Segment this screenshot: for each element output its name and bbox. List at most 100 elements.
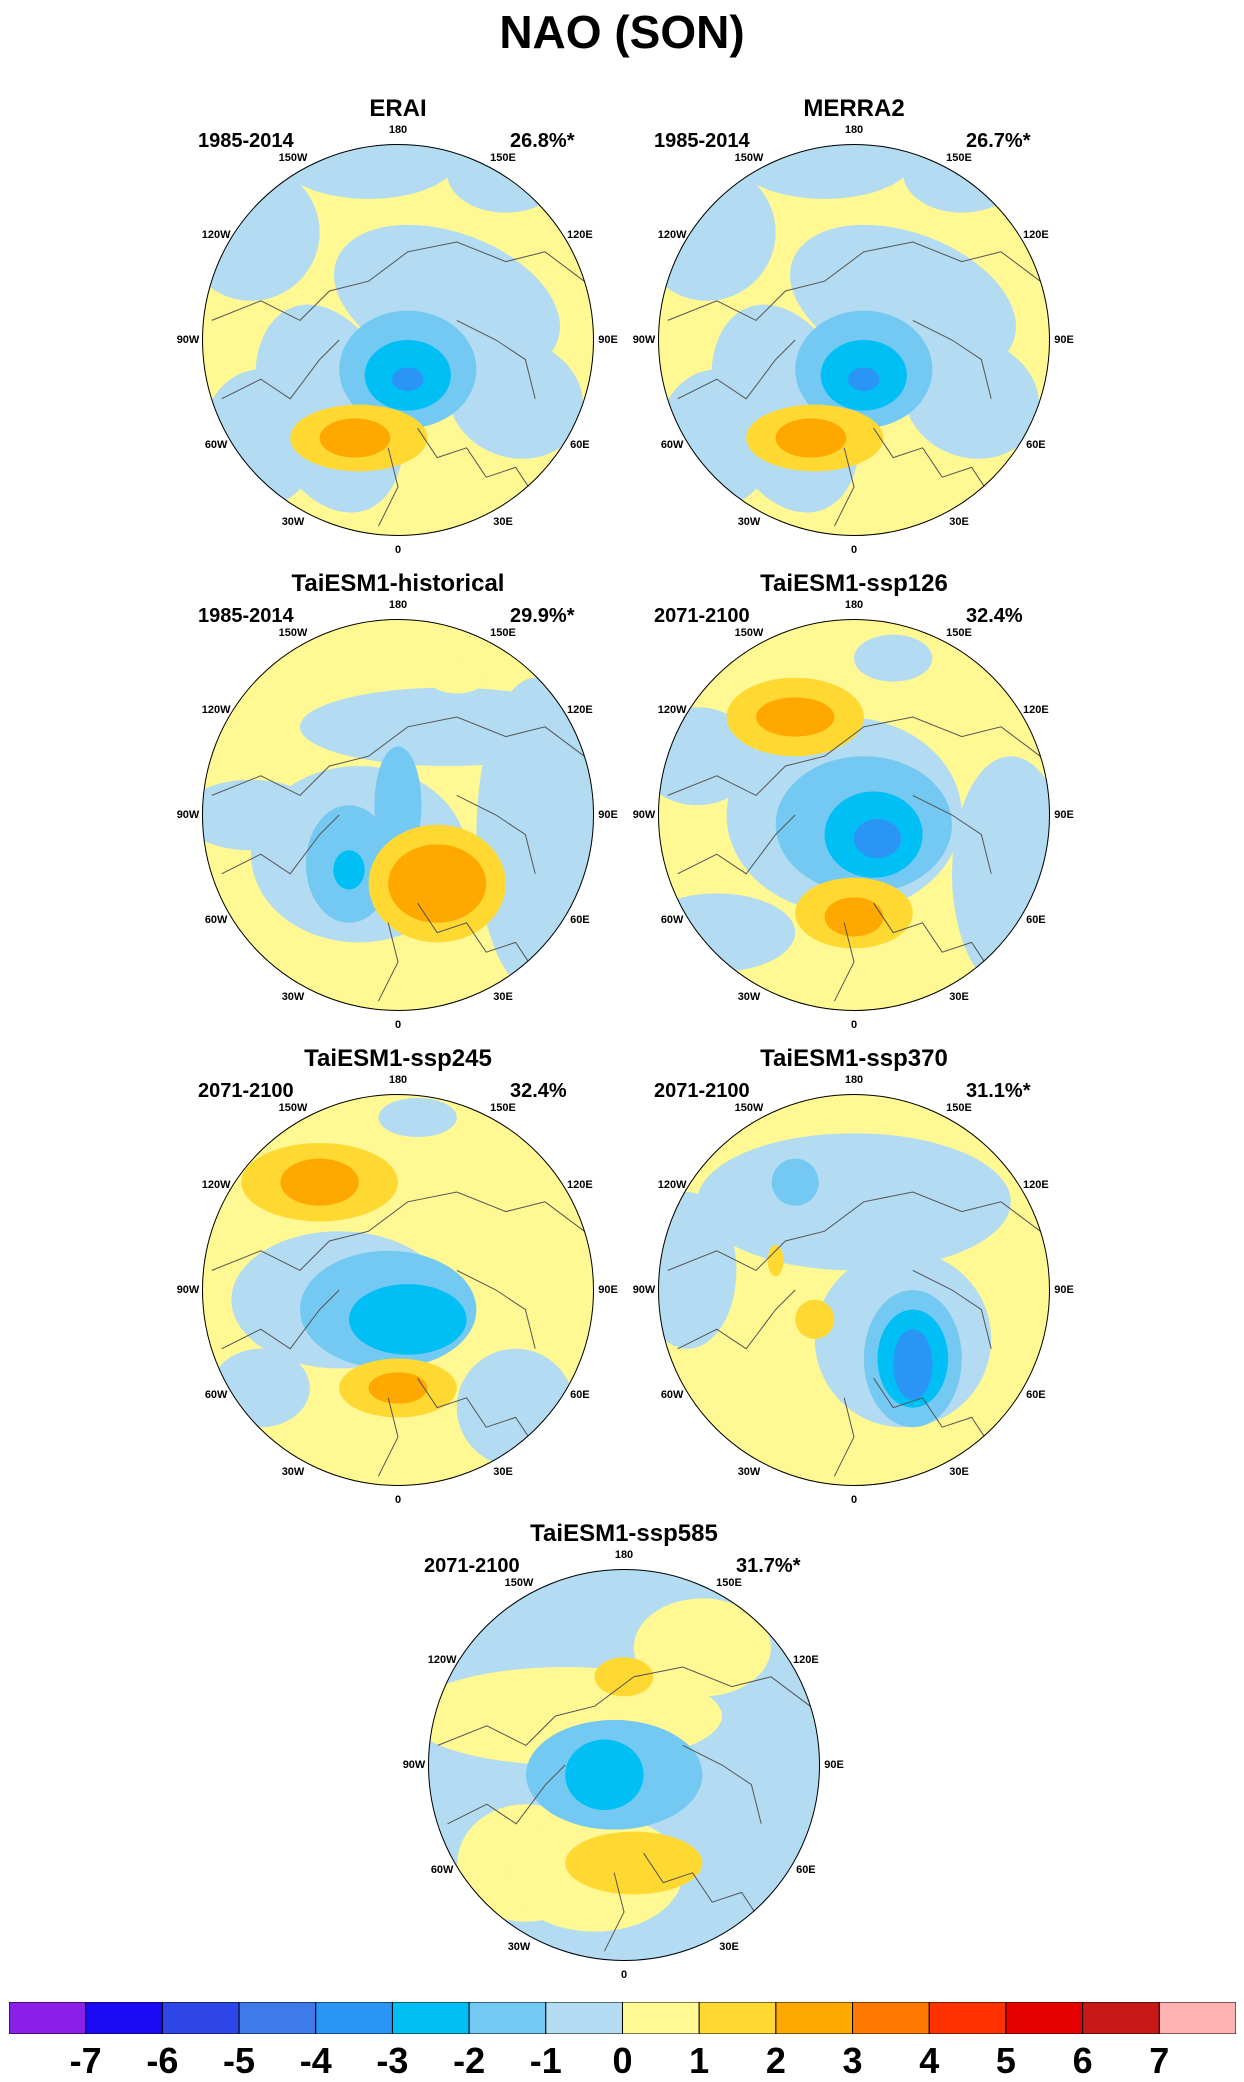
panel-period: 2071-2100 <box>424 1555 520 1577</box>
longitude-label: 90E <box>1054 334 1074 346</box>
longitude-label: 120E <box>793 1654 819 1666</box>
panel-variance-percent: 26.7%* <box>966 130 1031 152</box>
longitude-label: 0 <box>850 1019 858 1031</box>
panel-period: 2071-2100 <box>654 1080 750 1102</box>
colorbar-tick-label: 4 <box>919 2040 940 2081</box>
anomaly-contour <box>736 144 913 199</box>
anomaly-contour <box>333 850 365 890</box>
coastline <box>377 447 399 527</box>
polar-map <box>658 619 1050 1011</box>
longitude-label: 180 <box>844 1074 864 1086</box>
colorbar-tick-label: 2 <box>765 2040 786 2081</box>
longitude-label: 0 <box>394 544 402 556</box>
longitude-label: 60E <box>796 1864 816 1876</box>
coastline <box>667 241 1041 322</box>
map-border <box>658 144 1050 536</box>
coastline <box>912 319 992 399</box>
coastline <box>456 319 536 399</box>
panel-title: TaiESM1-ssp370 <box>760 1045 948 1072</box>
longitude-label: 120W <box>201 1179 231 1191</box>
colorbar <box>9 2002 1236 2034</box>
coastline <box>667 1191 1041 1272</box>
longitude-label: 150W <box>734 1102 764 1115</box>
longitude-label: 150E <box>490 1102 516 1115</box>
colorbar-tick-label: -1 <box>529 2040 562 2081</box>
colorbar-tick-label: -3 <box>376 2040 409 2081</box>
colorbar-swatch <box>1158 2002 1236 2034</box>
colorbar-swatch <box>928 2002 1007 2034</box>
anomaly-contour <box>658 1191 737 1349</box>
longitude-label: 120W <box>657 704 687 716</box>
anomaly-contour <box>448 338 584 459</box>
colorbar-tick-label: 1 <box>689 2040 710 2081</box>
longitude-label: 60E <box>1026 1389 1046 1401</box>
longitude-label: 90E <box>598 1284 618 1296</box>
longitude-label: 150W <box>278 627 308 640</box>
colorbar-tick-label: 3 <box>842 2040 863 2081</box>
longitude-label: 0 <box>394 1019 402 1031</box>
coastline <box>417 427 536 498</box>
polar-map <box>202 144 594 536</box>
longitude-label: 120W <box>427 1654 457 1666</box>
colorbar-swatch <box>698 2002 777 2034</box>
anomaly-contour <box>565 1831 703 1895</box>
anomaly-contour <box>565 1739 644 1811</box>
longitude-label: 150E <box>716 1577 742 1590</box>
anomaly-contour <box>658 893 796 972</box>
panel-title: TaiESM1-ssp126 <box>760 570 948 597</box>
longitude-label: 30W <box>737 990 761 1003</box>
colorbar-tick-label: -6 <box>146 2040 179 2081</box>
coastline <box>677 814 796 875</box>
polar-map <box>428 1569 820 1961</box>
panel-title: MERRA2 <box>803 95 905 122</box>
coastline <box>437 1666 811 1747</box>
colorbar-swatch <box>852 2002 930 2034</box>
anomaly-contour <box>848 367 880 391</box>
longitude-label: 90W <box>402 1759 426 1771</box>
longitude-label: 30E <box>949 515 969 528</box>
longitude-label: 30W <box>281 990 305 1003</box>
polar-map <box>202 1094 594 1486</box>
coastline <box>377 922 399 1002</box>
longitude-label: 90E <box>1054 809 1074 821</box>
anomaly-contour <box>952 756 1050 992</box>
coastline <box>912 1269 992 1349</box>
anomaly-contour <box>767 1244 784 1277</box>
anomaly-contour <box>854 634 933 682</box>
map-border <box>428 1569 820 1961</box>
panel-period: 1985-2014 <box>654 130 750 152</box>
colorbar-swatch <box>622 2002 700 2034</box>
coastline <box>417 1377 536 1448</box>
longitude-label: 30W <box>507 1940 531 1953</box>
coastline <box>221 339 340 400</box>
colorbar-tick-label: -2 <box>453 2040 486 2081</box>
panel-variance-percent: 31.7%* <box>736 1555 801 1577</box>
longitude-label: 150W <box>278 152 308 165</box>
anomaly-contour <box>280 1158 359 1206</box>
map-border <box>658 619 1050 1011</box>
coastline <box>211 716 585 797</box>
longitude-label: 90E <box>1054 1284 1074 1296</box>
longitude-label: 120E <box>1023 229 1049 241</box>
coastline <box>833 447 855 527</box>
longitude-label: 60E <box>570 439 590 451</box>
colorbar-tick-label: -4 <box>299 2040 332 2081</box>
panel-variance-percent: 29.9%* <box>510 605 575 627</box>
colorbar-swatch <box>468 2002 547 2034</box>
coastline <box>417 902 536 973</box>
longitude-label: 60W <box>204 1389 228 1401</box>
longitude-label: 60W <box>204 914 228 926</box>
anomaly-contour <box>349 1284 467 1355</box>
longitude-label: 150E <box>946 627 972 640</box>
anomaly-contour <box>771 1158 819 1206</box>
colorbar-swatch <box>775 2002 854 2034</box>
longitude-label: 90W <box>176 334 200 346</box>
coastline <box>682 1744 762 1824</box>
colorbar-swatch <box>1005 2002 1084 2034</box>
coastline <box>667 716 1041 797</box>
longitude-label: 0 <box>620 1969 628 1981</box>
panel-variance-percent: 31.1%* <box>966 1080 1031 1102</box>
longitude-label: 120W <box>201 704 231 716</box>
longitude-label: 90W <box>176 809 200 821</box>
anomaly-contour <box>824 897 884 937</box>
